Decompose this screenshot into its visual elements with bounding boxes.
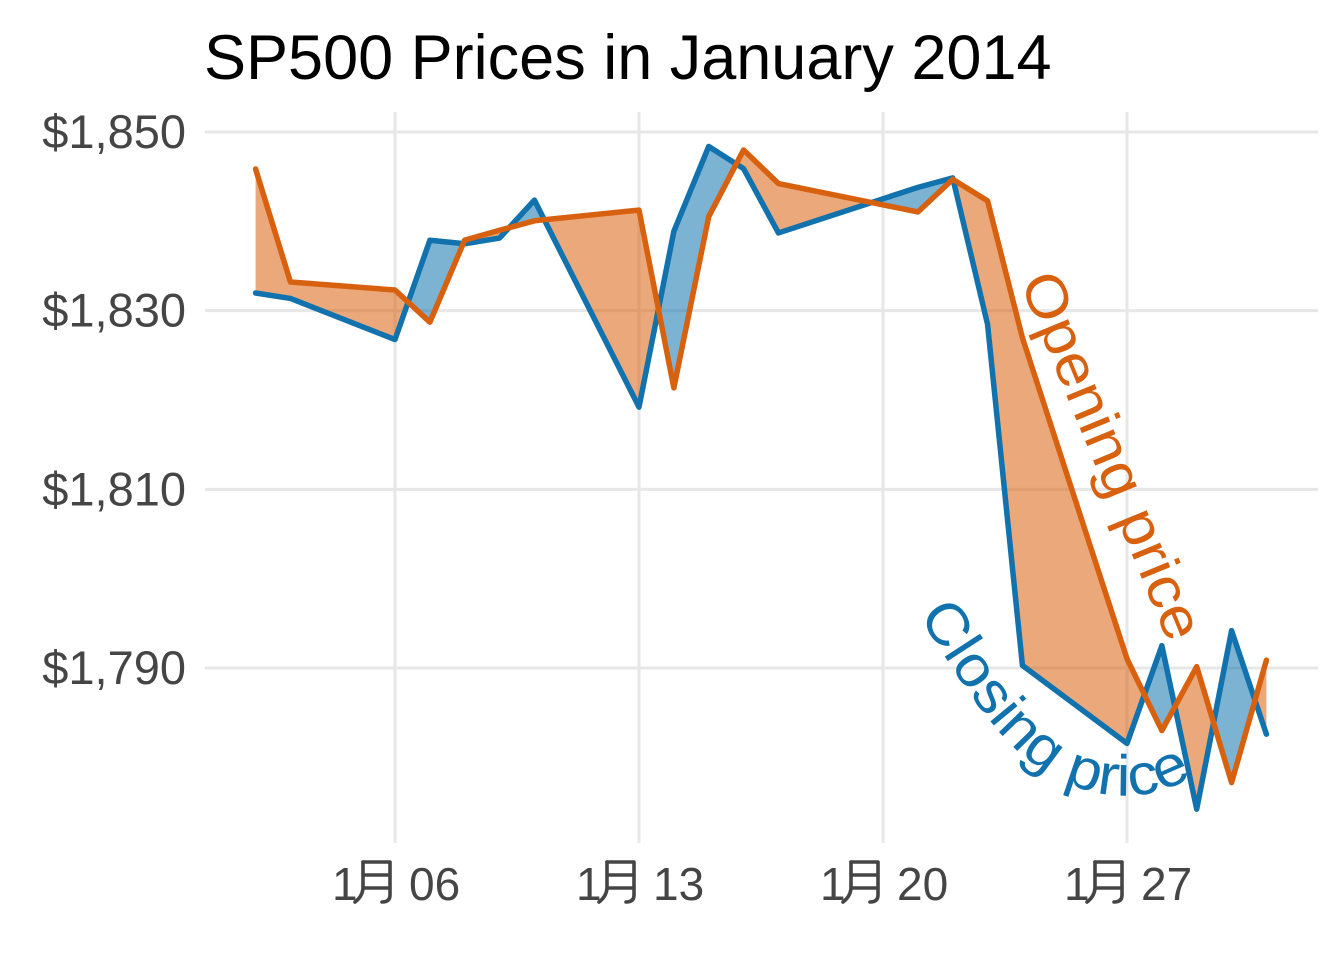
y-tick-label: $1,810 — [42, 462, 186, 515]
x-tick-day: 27 — [1141, 858, 1192, 910]
x-tick-day: 06 — [409, 858, 460, 910]
x-tick-day: 20 — [897, 858, 948, 910]
y-tick-label: $1,830 — [42, 284, 186, 337]
x-tick-label: 1 13 — [576, 858, 704, 910]
chart-title: SP500 Prices in January 2014 — [204, 23, 1052, 93]
month-kanji-glyph — [361, 860, 392, 904]
y-tick-label: $1,850 — [42, 105, 186, 158]
month-kanji-glyph — [1093, 860, 1124, 904]
open-price-line — [252, 147, 1270, 786]
x-tick-label: 1 20 — [820, 858, 948, 910]
x-tick-label: 1 27 — [1064, 858, 1192, 910]
month-kanji-glyph — [849, 860, 880, 904]
ribbon-open-above — [255, 150, 1267, 810]
x-tick-day: 13 — [653, 858, 704, 910]
y-tick-label: $1,790 — [42, 641, 186, 694]
x-tick-label: 1 06 — [332, 858, 460, 910]
month-kanji-glyph — [605, 860, 636, 904]
close-price-line — [252, 143, 1270, 812]
